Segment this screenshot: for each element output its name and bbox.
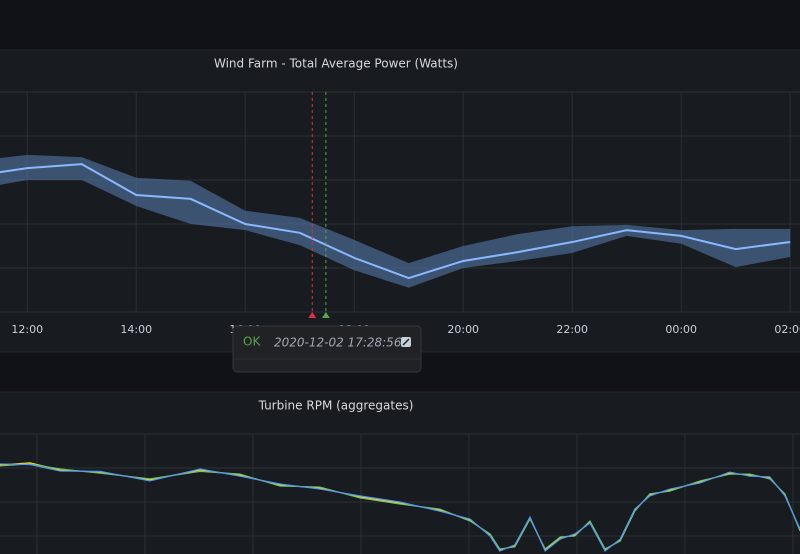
edit-icon-stroke [402, 338, 410, 346]
band [0, 154, 791, 288]
x-tick-label: 00:00 [665, 323, 697, 336]
x-tick-label: 20:00 [447, 323, 479, 336]
x-tick-label: 22:00 [556, 323, 588, 336]
panel-title[interactable]: Wind Farm - Total Average Power (Watts) [214, 57, 458, 71]
x-tick-label: 02:00 [774, 323, 800, 336]
series-line [0, 163, 791, 280]
series-line [0, 463, 800, 552]
annotation-marker [308, 312, 317, 318]
tooltip-box [232, 325, 422, 373]
panel [0, 49, 800, 353]
annotation-marker [321, 312, 330, 318]
x-tick-label: 12:00 [11, 323, 43, 336]
panel [0, 391, 800, 554]
x-tick-label: 14:00 [120, 323, 152, 336]
annotation-tooltip: OK 2020-12-02 17:28:56 [232, 325, 422, 373]
series-line [0, 463, 800, 550]
status: OK [243, 335, 261, 349]
panel-title[interactable]: Turbine RPM (aggregates) [258, 399, 414, 413]
time: 2020-12-02 17:28:56 [274, 336, 402, 350]
